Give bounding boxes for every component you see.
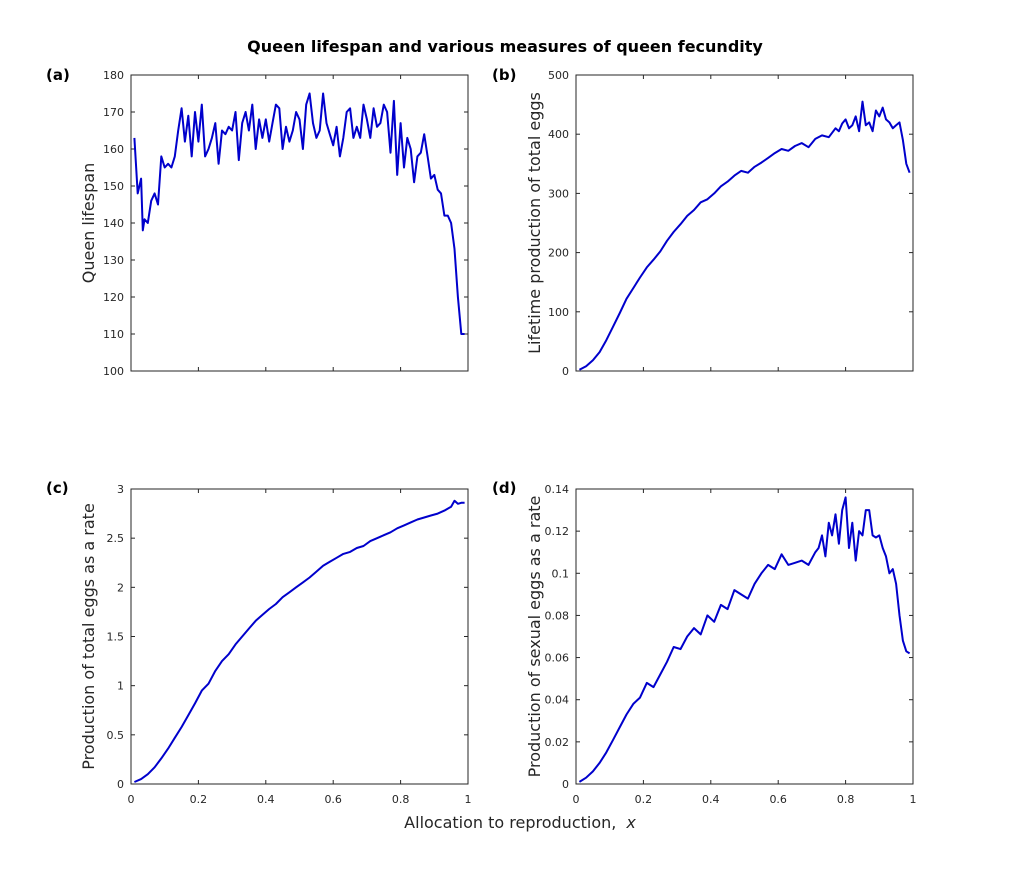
y-tick-label-c: 0.5 xyxy=(107,729,125,742)
shared-x-axis-label-text: Allocation to reproduction, xyxy=(404,813,616,832)
y-tick-label-d: 0.12 xyxy=(545,525,570,538)
y-tick-label-a: 170 xyxy=(103,106,124,119)
y-tick-label-d: 0.04 xyxy=(545,694,570,707)
panel-c: 0 0.2 0.4 0.6 0.8 1 0 0.5 1 1.5 2 2.5 3 Production of… xyxy=(46,479,472,806)
figure-title: Queen lifespan and various measures of q… xyxy=(247,37,763,56)
x-tick-label-d: 0.2 xyxy=(635,793,653,806)
x-tick-label-d: 0.8 xyxy=(837,793,855,806)
y-tick-label-a: 150 xyxy=(103,180,124,193)
x-tick-label-c: 0.2 xyxy=(190,793,208,806)
y-tick-label-c: 1 xyxy=(117,680,124,693)
panel-d: 0 0.2 0.4 0.6 0.8 1 0 0.02 0.04 0.06 0.08 0.1 0.12 0.… xyxy=(492,479,917,806)
x-tick-label-d: 0 xyxy=(573,793,580,806)
shared-x-axis-label: Allocation to reproduction, x xyxy=(404,813,636,832)
y-tick-label-a: 160 xyxy=(103,143,124,156)
y-tick-label-b: 400 xyxy=(548,128,569,141)
y-tick-label-d: 0.06 xyxy=(545,652,570,665)
y-tick-label-b: 500 xyxy=(548,69,569,82)
plot-area-b xyxy=(575,74,914,372)
y-axis-label-b: Lifetime production of total eggs xyxy=(525,92,544,354)
y-tick-label-a: 110 xyxy=(103,328,124,341)
x-tick-label-d: 1 xyxy=(910,793,917,806)
y-tick-label-b: 200 xyxy=(548,247,569,260)
panel-tag-b: (b) xyxy=(492,66,516,84)
panel-a: 100 110 120 130 140 150 160 170 180 Queen lifespa… xyxy=(46,66,469,378)
series-line-c xyxy=(134,499,465,783)
y-tick-label-a: 180 xyxy=(103,69,124,82)
y-tick-label-d: 0.02 xyxy=(545,736,570,749)
plot-area-d xyxy=(575,488,914,785)
y-tick-label-b: 0 xyxy=(562,365,569,378)
y-axis-label-c: Production of total eggs as a rate xyxy=(79,503,98,770)
panel-tag-d: (d) xyxy=(492,479,516,497)
y-tick-label-d: 0.08 xyxy=(545,609,570,622)
y-tick-label-b: 100 xyxy=(548,306,569,319)
y-tick-label-a: 120 xyxy=(103,291,124,304)
panel-tag-c: (c) xyxy=(46,479,69,497)
y-tick-label-d: 0 xyxy=(562,778,569,791)
x-tick-label-c: 0.8 xyxy=(392,793,410,806)
series-line-d xyxy=(578,496,911,783)
x-tick-label-d: 0.4 xyxy=(702,793,720,806)
y-tick-label-d: 0.14 xyxy=(545,483,570,496)
y-tick-label-c: 0 xyxy=(117,778,124,791)
y-tick-label-a: 140 xyxy=(103,217,124,230)
shared-x-axis-variable: x xyxy=(625,813,636,832)
panel-tag-a: (a) xyxy=(46,66,70,84)
y-axis-label-a: Queen lifespan xyxy=(79,163,98,283)
y-tick-label-c: 2 xyxy=(117,581,124,594)
y-tick-label-c: 3 xyxy=(117,483,124,496)
x-tick-label-c: 0.6 xyxy=(324,793,342,806)
y-tick-label-c: 2.5 xyxy=(107,532,125,545)
y-tick-label-d: 0.1 xyxy=(552,567,570,580)
x-tick-label-c: 0.4 xyxy=(257,793,275,806)
y-axis-label-d: Production of sexual eggs as a rate xyxy=(525,496,544,778)
x-tick-label-d: 0.6 xyxy=(769,793,787,806)
y-tick-label-b: 300 xyxy=(548,187,569,200)
plot-area-c xyxy=(130,488,469,785)
y-tick-label-c: 1.5 xyxy=(107,631,125,644)
series-line-b xyxy=(578,100,911,371)
y-tick-label-a: 100 xyxy=(103,365,124,378)
x-tick-label-c: 1 xyxy=(465,793,472,806)
series-line-a xyxy=(133,92,465,335)
y-tick-label-a: 130 xyxy=(103,254,124,267)
panel-b: 0 100 200 300 400 500 Lifetime production of t… xyxy=(492,66,914,378)
x-tick-label-c: 0 xyxy=(128,793,135,806)
